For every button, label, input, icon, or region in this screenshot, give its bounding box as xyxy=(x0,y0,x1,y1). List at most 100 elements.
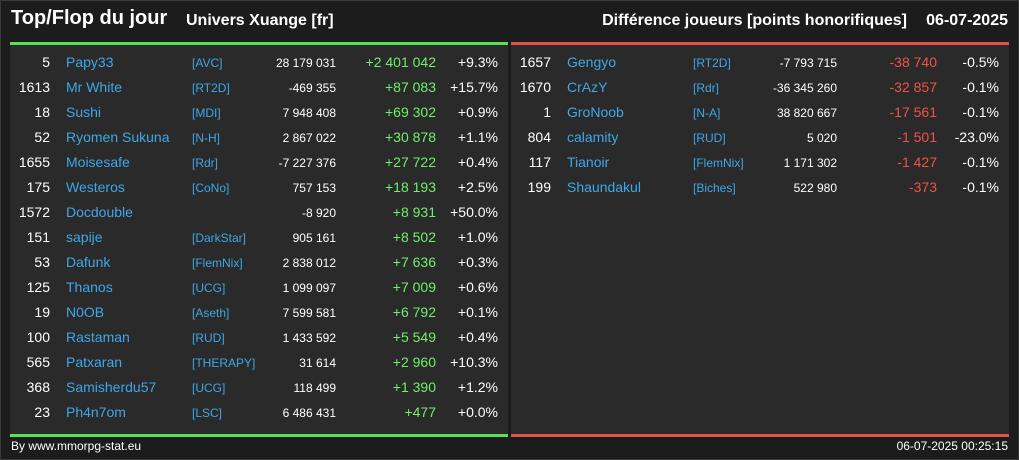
points-delta: +2 960 xyxy=(392,354,436,370)
points-delta: -38 740 xyxy=(889,54,937,70)
player-name-link[interactable]: Ph4n7om xyxy=(66,404,126,420)
table-row: 5 Papy33 [AVC] 28 179 031 +2 401 042 +9.3% xyxy=(10,50,508,75)
points-delta: -373 xyxy=(908,179,937,195)
alliance-tag-link[interactable]: [DarkStar] xyxy=(192,231,247,245)
player-rank: 804 xyxy=(527,129,551,145)
footer-credit[interactable]: By www.mmorpg-stat.eu xyxy=(11,439,142,453)
player-name-link[interactable]: Ryomen Sukuna xyxy=(66,129,170,145)
player-rank: 125 xyxy=(26,279,50,295)
player-name-link[interactable]: sapije xyxy=(66,229,103,245)
points-delta: +30 878 xyxy=(385,129,436,145)
player-name-link[interactable]: N0OB xyxy=(66,304,105,320)
alliance-tag-link[interactable]: [Biches] xyxy=(693,181,736,195)
player-rank: 151 xyxy=(26,229,50,245)
alliance-tag-link[interactable]: [CoNo] xyxy=(192,181,230,195)
player-name-link[interactable]: Gengyo xyxy=(567,54,617,70)
player-name-link[interactable]: Sushi xyxy=(66,104,102,120)
points-delta: +6 792 xyxy=(392,304,436,320)
points-delta: -1 427 xyxy=(897,154,937,170)
player-points: -8 920 xyxy=(301,206,336,220)
alliance-tag-link[interactable]: [Rdr] xyxy=(693,81,720,95)
player-name-link[interactable]: Thanos xyxy=(66,279,113,295)
subtitle: Différence joueurs [points honorifiques] xyxy=(602,12,907,29)
player-rank: 53 xyxy=(34,254,50,270)
alliance-tag-link[interactable]: [RUD] xyxy=(192,331,225,345)
player-name-link[interactable]: Samisherdu57 xyxy=(66,379,157,395)
player-rank: 18 xyxy=(34,104,50,120)
player-rank: 1670 xyxy=(519,79,551,95)
player-name-link[interactable]: Shaundakul xyxy=(567,179,641,195)
alliance-tag-link[interactable]: [Aseth] xyxy=(192,306,230,320)
table-row: 117 Tianoir [FlemNix] 1 171 302 -1 427 -0.1% xyxy=(511,150,1009,175)
table-row: 18 Sushi [MDI] 7 948 408 +69 302 +0.9% xyxy=(10,100,508,125)
points-delta: +69 302 xyxy=(385,104,436,120)
header: Top/Flop du jour Univers Xuange [fr] Dif… xyxy=(0,0,1019,40)
alliance-tag-link[interactable]: [UCG] xyxy=(192,381,226,395)
alliance-tag-link[interactable]: [AVC] xyxy=(192,56,223,70)
alliance-tag-link[interactable]: [THERAPY] xyxy=(192,356,256,370)
player-points: -7 793 715 xyxy=(779,56,837,70)
points-delta: +8 931 xyxy=(392,204,436,220)
player-name-link[interactable]: calamity xyxy=(567,129,619,145)
player-points: 2 867 022 xyxy=(282,131,336,145)
player-name-link[interactable]: Mr White xyxy=(66,79,122,95)
points-delta: +18 193 xyxy=(385,179,436,195)
points-delta: +7 009 xyxy=(392,279,436,295)
percent-change: +1.2% xyxy=(457,379,498,395)
player-name-link[interactable]: Docdouble xyxy=(66,204,133,220)
player-points: 5 020 xyxy=(806,131,837,145)
alliance-tag-link[interactable]: [N-A] xyxy=(693,106,721,120)
percent-change: +50.0% xyxy=(450,204,498,220)
player-name-link[interactable]: Patxaran xyxy=(66,354,123,370)
player-points: 522 980 xyxy=(793,181,837,195)
player-points: -36 345 260 xyxy=(772,81,837,95)
table-row: 1655 Moisesafe [Rdr] -7 227 376 +27 722 +0.4% xyxy=(10,150,508,175)
table-row: 125 Thanos [UCG] 1 099 097 +7 009 +0.6% xyxy=(10,275,508,300)
player-name-link[interactable]: Tianoir xyxy=(567,154,610,170)
player-points: 31 614 xyxy=(299,356,336,370)
percent-change: +10.3% xyxy=(450,354,498,370)
alliance-tag-link[interactable]: [RT2D] xyxy=(192,81,230,95)
alliance-tag-link[interactable]: [MDI] xyxy=(192,106,221,120)
player-name-link[interactable]: Moisesafe xyxy=(66,154,130,170)
table-row: 565 Patxaran [THERAPY] 31 614 +2 960 +10.3% xyxy=(10,350,508,375)
alliance-tag-link[interactable]: [LSC] xyxy=(192,406,223,420)
player-name-link[interactable]: Westeros xyxy=(66,179,125,195)
player-rank: 1 xyxy=(543,104,551,120)
percent-change: -0.1% xyxy=(962,154,999,170)
percent-change: +1.0% xyxy=(457,229,498,245)
table-row: 1670 CrAzY [Rdr] -36 345 260 -32 857 -0.1% xyxy=(511,75,1009,100)
alliance-tag-link[interactable]: [N-H] xyxy=(192,131,220,145)
footer-timestamp: 06-07-2025 00:25:15 xyxy=(896,439,1008,453)
percent-change: -0.1% xyxy=(962,179,999,195)
percent-change: -23.0% xyxy=(954,129,999,145)
percent-change: +0.1% xyxy=(457,304,498,320)
player-rank: 23 xyxy=(34,404,50,420)
flop-panel: 1657 Gengyo [RT2D] -7 793 715 -38 740 -0.5% 16… xyxy=(511,42,1009,437)
player-rank: 565 xyxy=(26,354,50,370)
table-row: 52 Ryomen Sukuna [N-H] 2 867 022 +30 878 +1.1… xyxy=(10,125,508,150)
player-rank: 117 xyxy=(528,154,551,170)
top-panel: 5 Papy33 [AVC] 28 179 031 +2 401 042 +9.3% 161… xyxy=(10,42,508,437)
alliance-tag-link[interactable]: [RT2D] xyxy=(693,56,731,70)
points-delta: +8 502 xyxy=(392,229,436,245)
player-points: 6 486 431 xyxy=(282,406,336,420)
player-name-link[interactable]: Rastaman xyxy=(66,329,130,345)
table-row: 1657 Gengyo [RT2D] -7 793 715 -38 740 -0.5% xyxy=(511,50,1009,75)
player-rank: 100 xyxy=(26,329,50,345)
player-rank: 1655 xyxy=(18,154,50,170)
player-name-link[interactable]: Dafunk xyxy=(66,254,111,270)
player-points: 1 099 097 xyxy=(282,281,336,295)
player-name-link[interactable]: GroNoob xyxy=(567,104,624,120)
alliance-tag-link[interactable]: [Rdr] xyxy=(192,156,219,170)
percent-change: -0.1% xyxy=(962,104,999,120)
player-rank: 5 xyxy=(42,54,50,70)
player-name-link[interactable]: CrAzY xyxy=(567,79,608,95)
alliance-tag-link[interactable]: [UCG] xyxy=(192,281,226,295)
alliance-tag-link[interactable]: [FlemNix] xyxy=(693,156,744,170)
player-name-link[interactable]: Papy33 xyxy=(66,54,114,70)
player-points: 1 433 592 xyxy=(282,331,336,345)
alliance-tag-link[interactable]: [RUD] xyxy=(693,131,726,145)
header-date: 06-07-2025 xyxy=(926,12,1008,29)
alliance-tag-link[interactable]: [FlemNix] xyxy=(192,256,243,270)
